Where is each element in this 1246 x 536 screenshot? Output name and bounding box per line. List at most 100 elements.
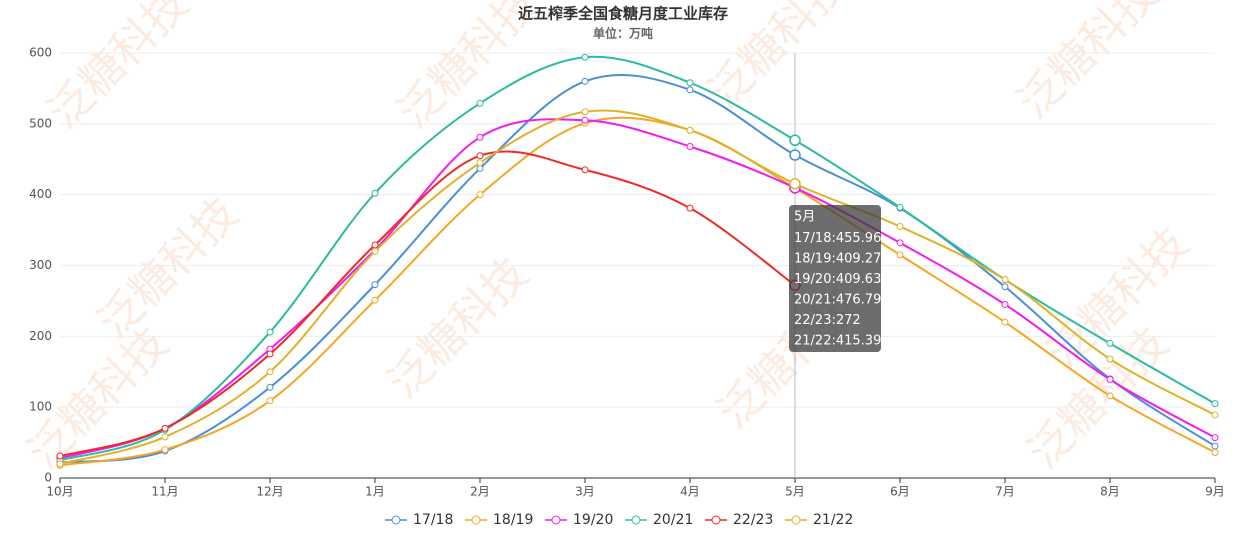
data-point <box>581 116 589 124</box>
data-point <box>266 350 274 358</box>
tooltip-text: 476.79 <box>836 292 882 307</box>
x-tick-label: 4月 <box>680 485 700 499</box>
tooltip-text: : <box>831 251 835 266</box>
data-point <box>476 159 484 167</box>
data-point <box>1001 318 1009 326</box>
tooltip-text: : <box>831 313 835 328</box>
x-tick-label: 8月 <box>1100 485 1120 499</box>
tooltip-text: 20/21 <box>794 292 831 307</box>
legend-label: 19/20 <box>573 512 613 528</box>
data-point <box>581 166 589 174</box>
x-tick-label: 3月 <box>575 485 595 499</box>
legend-label: 22/23 <box>733 512 773 528</box>
data-point <box>161 446 169 454</box>
legend-label: 21/22 <box>813 512 853 528</box>
watermark: 泛糖科技 <box>1008 0 1169 128</box>
y-tick-label: 300 <box>29 258 52 272</box>
y-tick-label: 500 <box>29 116 52 130</box>
tooltip-line: 22/23:272 <box>794 313 861 328</box>
watermark: 泛糖科技 <box>88 188 249 349</box>
watermark: 泛糖科技 <box>38 0 199 138</box>
tooltip-text: : <box>831 292 835 307</box>
data-point <box>1211 434 1219 442</box>
data-point <box>1106 339 1114 347</box>
data-point <box>476 152 484 160</box>
data-point <box>686 86 694 94</box>
data-point <box>476 191 484 199</box>
y-tick-label: 100 <box>29 400 52 414</box>
y-tick-label: 0 <box>44 471 52 485</box>
data-point <box>686 79 694 87</box>
data-point <box>161 424 169 432</box>
tooltip-text: 409.63 <box>836 272 882 287</box>
x-tick-label: 11月 <box>151 485 178 499</box>
data-point <box>789 134 801 147</box>
tooltip-text: 21/22 <box>794 333 831 348</box>
tooltip-line: 18/19:409.27 <box>794 251 881 266</box>
tooltip-text: 22/23 <box>794 313 831 328</box>
data-point <box>686 126 694 134</box>
tooltip-line: 17/18:455.96 <box>794 231 881 246</box>
y-tick-label: 600 <box>29 46 52 60</box>
tooltip-line: 20/21:476.79 <box>794 292 881 307</box>
series-line <box>59 109 1216 465</box>
tooltip-text: : <box>831 272 835 287</box>
x-tick-label: 12月 <box>256 485 283 499</box>
tooltip-line: 19/20:409.63 <box>794 272 881 287</box>
data-point <box>371 241 379 249</box>
legend-label: 18/19 <box>493 512 533 528</box>
data-point <box>266 368 274 376</box>
tooltip-title: 5月 <box>794 210 815 225</box>
chart-subtitle: 单位：万吨 <box>593 26 653 41</box>
data-point <box>686 143 694 150</box>
legend-icon <box>551 515 561 525</box>
data-point <box>896 223 904 231</box>
data-point <box>476 164 484 172</box>
series-line <box>59 150 796 458</box>
tooltip-text: 19/20 <box>794 272 831 287</box>
x-tick-label: 10月 <box>46 485 73 499</box>
y-tick-label: 200 <box>29 329 52 343</box>
legend-icon <box>631 515 641 525</box>
data-point <box>1211 400 1219 408</box>
data-point <box>581 77 589 85</box>
data-point <box>1106 392 1114 400</box>
x-tick-label: 9月 <box>1205 485 1225 499</box>
data-point <box>581 53 589 61</box>
x-tick-label: 2月 <box>470 485 490 499</box>
legend-icon <box>791 515 801 525</box>
legend-icon <box>391 515 401 525</box>
tooltip-text: : <box>831 333 835 348</box>
data-point <box>371 281 379 289</box>
legend-icon <box>471 515 481 525</box>
series-line <box>59 73 1216 464</box>
tooltip-text: 409.27 <box>836 251 882 266</box>
legend-label: 20/21 <box>653 512 693 528</box>
x-tick-label: 7月 <box>995 485 1015 499</box>
tooltip-text: 455.96 <box>836 231 882 246</box>
data-point <box>789 178 801 190</box>
data-point <box>1211 442 1219 450</box>
data-point <box>1001 283 1009 291</box>
data-point <box>1106 376 1114 384</box>
data-point <box>896 251 904 259</box>
tooltip-text: 272 <box>836 313 861 328</box>
data-point <box>266 328 274 336</box>
tooltip-text: 17/18 <box>794 231 831 246</box>
data-point <box>161 433 169 441</box>
data-point <box>896 203 904 211</box>
data-point <box>266 383 274 391</box>
data-point <box>686 204 694 212</box>
tooltip-text: 18/19 <box>794 251 831 266</box>
data-point <box>1001 276 1009 284</box>
data-point <box>371 296 379 304</box>
chart-title: 近五榨季全国食糖月度工业库存 <box>518 5 728 23</box>
data-point <box>476 99 484 107</box>
data-point <box>1211 449 1219 456</box>
data-point <box>56 452 64 460</box>
data-point <box>1211 411 1219 419</box>
data-point <box>1106 355 1114 363</box>
data-point <box>1001 300 1009 308</box>
x-tick-label: 6月 <box>890 485 910 499</box>
